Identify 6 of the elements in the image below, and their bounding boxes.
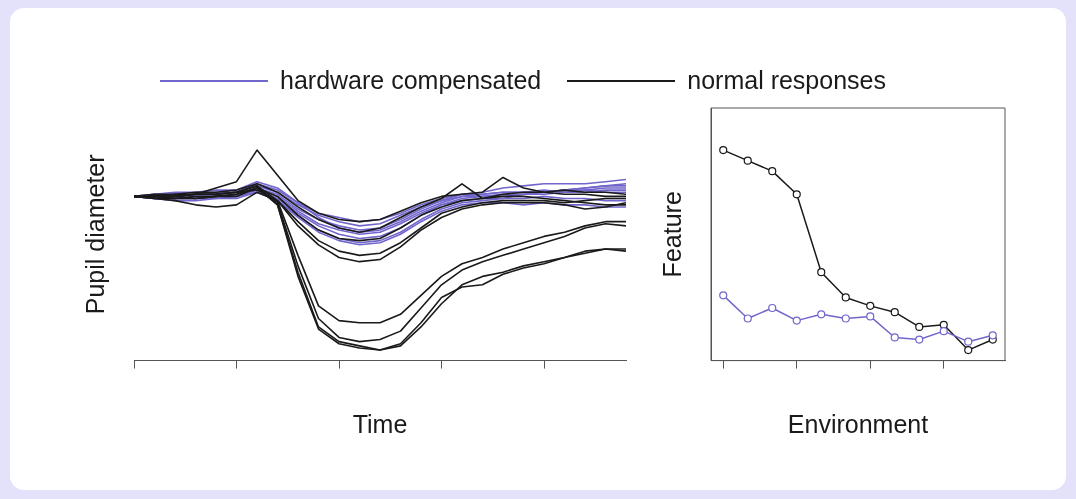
legend-label: normal responses (687, 66, 886, 95)
x-axis-title: Environment (787, 409, 929, 438)
y-axis-title: Feature (657, 191, 686, 278)
y-axis-title: Pupil diameter (80, 154, 109, 315)
x-axis-title: Time (352, 409, 408, 438)
legend-label: hardware compensated (280, 66, 542, 95)
